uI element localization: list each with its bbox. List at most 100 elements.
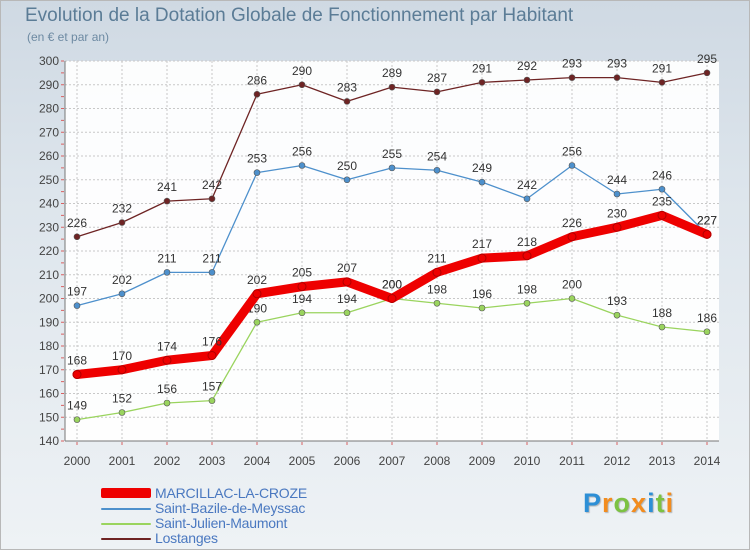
x-tick-label: 2014 [694, 454, 721, 468]
y-tick-label: 230 [39, 220, 59, 234]
data-point-saint-bazile-de-meyssac [658, 185, 666, 193]
data-point-saint-bazile-de-meyssac [568, 162, 576, 169]
data-label-saint-julien-maumont: 149 [67, 399, 87, 413]
data-label-saint-julien-maumont: 194 [337, 292, 357, 306]
data-label-saint-bazile-de-meyssac: 242 [517, 178, 537, 192]
legend-swatch [101, 538, 151, 540]
data-label-saint-julien-maumont: 200 [562, 278, 582, 292]
data-label-marcillac-la-croze: 205 [292, 266, 312, 280]
data-label-lostanges: 291 [472, 61, 492, 75]
data-label-saint-julien-maumont: 186 [697, 311, 717, 325]
data-point-saint-bazile-de-meyssac [523, 195, 531, 203]
data-label-saint-julien-maumont: 198 [427, 282, 447, 296]
logo-letter: o [613, 488, 632, 518]
data-label-marcillac-la-croze: 227 [697, 213, 717, 227]
data-label-marcillac-la-croze: 211 [427, 251, 446, 265]
legend-label: MARCILLAC-LA-CROZE [155, 485, 307, 501]
data-label-saint-julien-maumont: 152 [112, 392, 132, 406]
data-point-marcillac-la-croze [297, 282, 307, 292]
data-label-saint-bazile-de-meyssac: 202 [112, 273, 132, 287]
data-point-marcillac-la-croze [207, 351, 217, 360]
data-label-lostanges: 289 [382, 66, 402, 80]
legend-label: Lostanges [155, 530, 218, 546]
x-tick-label: 2000 [64, 454, 91, 468]
data-point-saint-julien-maumont [658, 323, 666, 331]
data-label-marcillac-la-croze: 200 [382, 278, 402, 292]
data-point-lostanges [478, 79, 486, 86]
legend-swatch [101, 523, 151, 525]
data-point-marcillac-la-croze [342, 277, 352, 287]
data-label-lostanges: 293 [562, 57, 582, 71]
data-point-saint-bazile-de-meyssac [253, 169, 261, 176]
data-label-saint-bazile-de-meyssac: 227 [697, 213, 717, 227]
data-point-saint-bazile-de-meyssac [298, 162, 306, 169]
data-point-lostanges [343, 98, 351, 105]
data-label-saint-bazile-de-meyssac: 256 [292, 145, 312, 159]
data-point-saint-julien-maumont [478, 304, 486, 312]
data-point-lostanges [523, 76, 531, 84]
y-tick-label: 180 [39, 339, 59, 353]
data-point-lostanges [388, 83, 396, 91]
chart-subtitle: (en € et par an) [27, 30, 110, 44]
data-label-lostanges: 287 [427, 71, 447, 85]
y-tick-label: 170 [39, 363, 59, 377]
data-label-saint-bazile-de-meyssac: 244 [607, 173, 627, 187]
y-tick-label: 250 [39, 173, 59, 187]
data-label-saint-julien-maumont: 200 [382, 278, 402, 292]
data-point-lostanges [433, 88, 441, 96]
data-point-marcillac-la-croze [72, 370, 82, 379]
data-point-saint-bazile-de-meyssac [73, 302, 81, 309]
x-tick-label: 2013 [649, 454, 676, 468]
data-point-saint-bazile-de-meyssac [343, 176, 351, 184]
y-tick-label: 220 [39, 244, 59, 258]
data-point-saint-bazile-de-meyssac [613, 190, 621, 198]
data-label-lostanges: 283 [337, 80, 357, 94]
data-label-saint-julien-maumont: 194 [292, 292, 312, 306]
data-point-saint-julien-maumont [523, 299, 531, 307]
x-tick-label: 2010 [514, 454, 541, 468]
data-label-lostanges: 232 [112, 202, 132, 216]
data-label-lostanges: 242 [202, 178, 222, 192]
data-label-saint-bazile-de-meyssac: 255 [382, 147, 402, 161]
x-tick-label: 2005 [289, 454, 316, 468]
data-point-marcillac-la-croze [162, 355, 172, 365]
data-label-saint-bazile-de-meyssac: 197 [67, 285, 87, 299]
data-point-saint-julien-maumont [703, 328, 711, 336]
data-label-saint-bazile-de-meyssac: 250 [337, 159, 357, 173]
logo-letter: P [583, 488, 603, 518]
proxiti-logo: Proxiti [583, 488, 674, 519]
data-point-saint-bazile-de-meyssac [478, 178, 486, 186]
data-point-marcillac-la-croze [252, 289, 262, 299]
x-tick-label: 2009 [469, 454, 496, 468]
y-tick-label: 160 [39, 387, 59, 401]
logo-letter: t [655, 488, 666, 518]
y-tick-label: 240 [39, 197, 59, 211]
data-point-lostanges [298, 81, 306, 89]
data-point-saint-julien-maumont [253, 318, 261, 326]
data-point-lostanges [118, 219, 126, 226]
data-point-lostanges [253, 90, 261, 98]
data-point-saint-bazile-de-meyssac [388, 164, 396, 172]
data-label-saint-julien-maumont: 198 [517, 282, 537, 296]
y-tick-label: 280 [39, 102, 59, 116]
data-label-marcillac-la-croze: 226 [562, 216, 582, 230]
data-label-marcillac-la-croze: 235 [652, 194, 672, 208]
data-point-saint-julien-maumont [208, 397, 216, 404]
x-tick-label: 2011 [559, 454, 585, 468]
data-label-lostanges: 290 [292, 64, 312, 78]
data-label-lostanges: 286 [247, 73, 267, 87]
x-tick-label: 2003 [199, 454, 226, 468]
legend-label: Saint-Bazile-de-Meyssac [155, 500, 306, 516]
y-tick-label: 270 [39, 125, 59, 139]
data-point-saint-bazile-de-meyssac [163, 269, 171, 276]
data-point-saint-julien-maumont [163, 399, 171, 407]
data-point-saint-bazile-de-meyssac [118, 290, 126, 298]
data-label-marcillac-la-croze: 176 [202, 335, 222, 349]
data-point-saint-bazile-de-meyssac [208, 269, 216, 276]
data-point-marcillac-la-croze [477, 253, 487, 263]
data-point-lostanges [163, 197, 171, 205]
data-label-saint-bazile-de-meyssac: 211 [202, 251, 221, 265]
data-label-lostanges: 292 [517, 59, 537, 73]
data-point-lostanges [703, 69, 711, 77]
